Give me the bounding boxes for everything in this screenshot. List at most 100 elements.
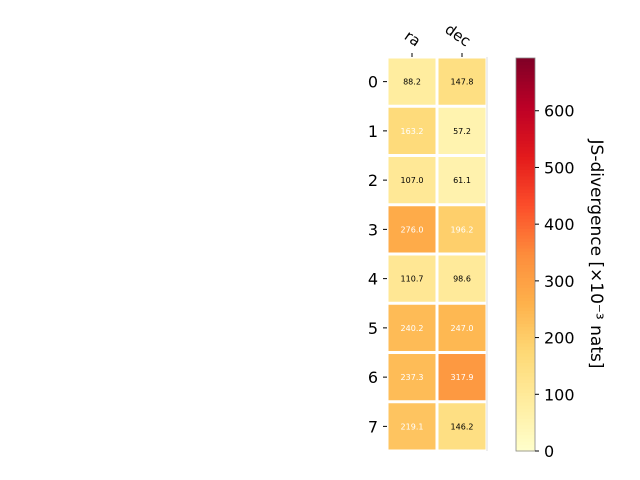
colorbar-segment bbox=[516, 254, 535, 259]
colorbar-tick-label: 0 bbox=[544, 442, 554, 461]
colorbar-segment bbox=[516, 211, 535, 216]
colorbar-segment bbox=[516, 362, 535, 367]
row-tick-label: 7 bbox=[368, 417, 378, 436]
colorbar-segment bbox=[516, 283, 535, 288]
cell-value-label: 61.1 bbox=[453, 176, 471, 185]
colorbar-segment bbox=[516, 339, 535, 344]
heatmap-cell bbox=[388, 354, 436, 401]
colorbar-segment bbox=[516, 74, 535, 79]
colorbar-segment bbox=[516, 126, 535, 131]
colorbar-segment bbox=[516, 405, 535, 410]
colorbar-segment bbox=[516, 447, 535, 452]
colorbar-segment bbox=[516, 388, 535, 393]
colorbar-tick-label: 200 bbox=[544, 329, 575, 348]
colorbar-segment bbox=[516, 280, 535, 285]
cell-value-label: 98.6 bbox=[453, 275, 471, 284]
cell-value-label: 146.2 bbox=[451, 422, 474, 431]
colorbar-segment bbox=[516, 257, 535, 262]
colorbar-segment bbox=[516, 175, 535, 180]
colorbar-frame bbox=[515, 57, 536, 452]
colorbar-segment bbox=[516, 110, 535, 115]
colorbar-segment bbox=[516, 264, 535, 269]
colorbar-segment bbox=[516, 67, 535, 72]
colorbar-segment bbox=[516, 228, 535, 233]
colorbar-segment bbox=[516, 395, 535, 400]
colorbar-segment bbox=[516, 58, 535, 62]
heatmap-cell bbox=[438, 107, 486, 154]
colorbar-segment bbox=[516, 146, 535, 151]
colorbar-segment bbox=[516, 365, 535, 370]
cell-value-label: 276.0 bbox=[401, 225, 424, 234]
colorbar-segment bbox=[516, 267, 535, 272]
row-tick-label: 0 bbox=[368, 73, 378, 92]
colorbar-label: JS-divergence [×10⁻³ nats] bbox=[586, 139, 606, 369]
colorbar-segment bbox=[516, 123, 535, 128]
colorbar-segment bbox=[516, 64, 535, 69]
heatmap-cell bbox=[438, 354, 486, 401]
cell-value-label: 88.2 bbox=[403, 78, 421, 87]
heatmap-cell bbox=[388, 255, 436, 302]
column-tick-label: ra bbox=[401, 27, 424, 51]
colorbar-segment bbox=[516, 326, 535, 331]
colorbar-segment bbox=[516, 431, 535, 436]
colorbar-segment bbox=[516, 313, 535, 318]
colorbar-segment bbox=[516, 352, 535, 357]
heatmap-cell bbox=[438, 157, 486, 204]
colorbar-segment bbox=[516, 300, 535, 305]
colorbar-segment bbox=[516, 208, 535, 213]
colorbar-segment bbox=[516, 418, 535, 423]
colorbar-segment bbox=[516, 421, 535, 426]
heatmap-cell bbox=[438, 255, 486, 302]
colorbar-segment bbox=[516, 329, 535, 334]
colorbar-segment bbox=[516, 408, 535, 413]
heatmap-cells: 88.2 147.8 163.2 57.2 107.0 61.1 276.0 196.2 110… bbox=[388, 57, 488, 451]
colorbar-segment bbox=[516, 130, 535, 134]
colorbar-segment bbox=[516, 189, 535, 193]
heatmap-cell bbox=[438, 206, 486, 253]
colorbar-segment bbox=[516, 113, 535, 118]
colorbar-tick-label: 400 bbox=[544, 215, 575, 234]
colorbar-segment bbox=[516, 182, 535, 187]
row-ticks: 0 1 2 3 4 5 6 7 bbox=[368, 73, 387, 436]
colorbar-segment bbox=[516, 287, 535, 292]
heatmap-cell bbox=[388, 403, 436, 450]
colorbar-segment bbox=[516, 333, 535, 337]
colorbar-segment bbox=[516, 303, 535, 308]
colorbar-segment bbox=[516, 133, 535, 138]
colorbar-segment bbox=[516, 172, 535, 177]
colorbar-segment bbox=[516, 346, 535, 351]
colorbar-segment bbox=[516, 375, 535, 380]
colorbar-segment bbox=[516, 231, 535, 236]
colorbar-segment bbox=[516, 372, 535, 377]
colorbar-tick-label: 600 bbox=[544, 102, 575, 121]
colorbar-segment bbox=[516, 369, 535, 373]
cell-value-label: 147.8 bbox=[451, 78, 474, 87]
row-tick-label: 5 bbox=[368, 319, 378, 338]
colorbar-segment bbox=[516, 185, 535, 190]
colorbar-segment bbox=[516, 215, 535, 220]
colorbar-segment bbox=[516, 411, 535, 416]
colorbar-segment bbox=[516, 103, 535, 108]
colorbar-segment bbox=[516, 169, 535, 174]
colorbar-segment bbox=[516, 441, 535, 446]
colorbar-segment bbox=[516, 356, 535, 360]
colorbar-segment bbox=[516, 156, 535, 161]
cell-value-label: 163.2 bbox=[401, 127, 424, 136]
colorbar-segment bbox=[516, 87, 535, 92]
cell-value-label: 196.2 bbox=[451, 225, 474, 234]
heatmap-cell bbox=[388, 206, 436, 253]
colorbar-segment bbox=[516, 359, 535, 364]
cell-value-label: 219.1 bbox=[401, 422, 424, 431]
colorbar-segment bbox=[516, 143, 535, 148]
colorbar-segment bbox=[516, 94, 535, 98]
colorbar-segment bbox=[516, 71, 535, 75]
colorbar-segment bbox=[516, 434, 535, 439]
colorbar-segment bbox=[516, 120, 535, 125]
cell-value-label: 240.2 bbox=[401, 324, 424, 333]
colorbar-segment bbox=[516, 136, 535, 141]
colorbar-segment bbox=[516, 238, 535, 242]
colorbar-segment bbox=[516, 247, 535, 252]
cell-value-label: 110.7 bbox=[401, 275, 424, 284]
colorbar-segment bbox=[516, 77, 535, 82]
